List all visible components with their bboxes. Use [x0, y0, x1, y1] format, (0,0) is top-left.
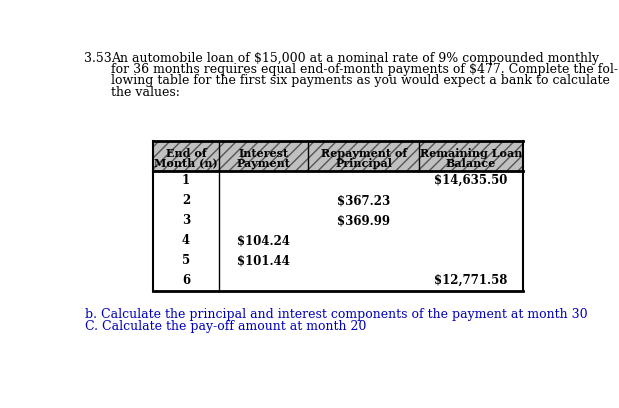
Text: Principal: Principal [335, 157, 392, 169]
Text: $367.23: $367.23 [337, 194, 391, 207]
Text: for 36 months requires equal end-of-month payments of $477. Complete the fol-: for 36 months requires equal end-of-mont… [111, 63, 618, 76]
Text: Interest: Interest [238, 148, 288, 159]
Text: 5: 5 [182, 254, 190, 267]
Bar [152, 141, 523, 171]
Text: Repayment of: Repayment of [321, 148, 407, 159]
Text: 3.53: 3.53 [84, 52, 111, 65]
Text: 2: 2 [182, 194, 190, 207]
Text: 6: 6 [182, 274, 190, 287]
Text: $369.99: $369.99 [337, 214, 390, 227]
Text: 1: 1 [182, 174, 190, 187]
Text: $12,771.58: $12,771.58 [435, 274, 508, 287]
Text: lowing table for the first six payments as you would expect a bank to calculate: lowing table for the first six payments … [111, 74, 610, 87]
Text: Balance: Balance [446, 157, 496, 169]
Text: An automobile loan of $15,000 at a nominal rate of 9% compounded monthly: An automobile loan of $15,000 at a nomin… [111, 52, 600, 65]
Text: Payment: Payment [236, 157, 291, 169]
Text: End of: End of [165, 148, 206, 159]
Text: $14,635.50: $14,635.50 [435, 174, 508, 187]
Text: Remaining Loan: Remaining Loan [420, 148, 522, 159]
Bar [152, 141, 523, 171]
Text: $104.24: $104.24 [237, 234, 290, 247]
Text: 4: 4 [182, 234, 190, 247]
Text: 3: 3 [182, 214, 190, 227]
Text: Month (n): Month (n) [154, 157, 218, 169]
Text: $101.44: $101.44 [237, 254, 290, 267]
Text: b. Calculate the principal and interest components of the payment at month 30: b. Calculate the principal and interest … [85, 308, 588, 321]
Text: the values:: the values: [111, 86, 180, 99]
Text: C. Calculate the pay-off amount at month 20: C. Calculate the pay-off amount at month… [85, 320, 366, 333]
